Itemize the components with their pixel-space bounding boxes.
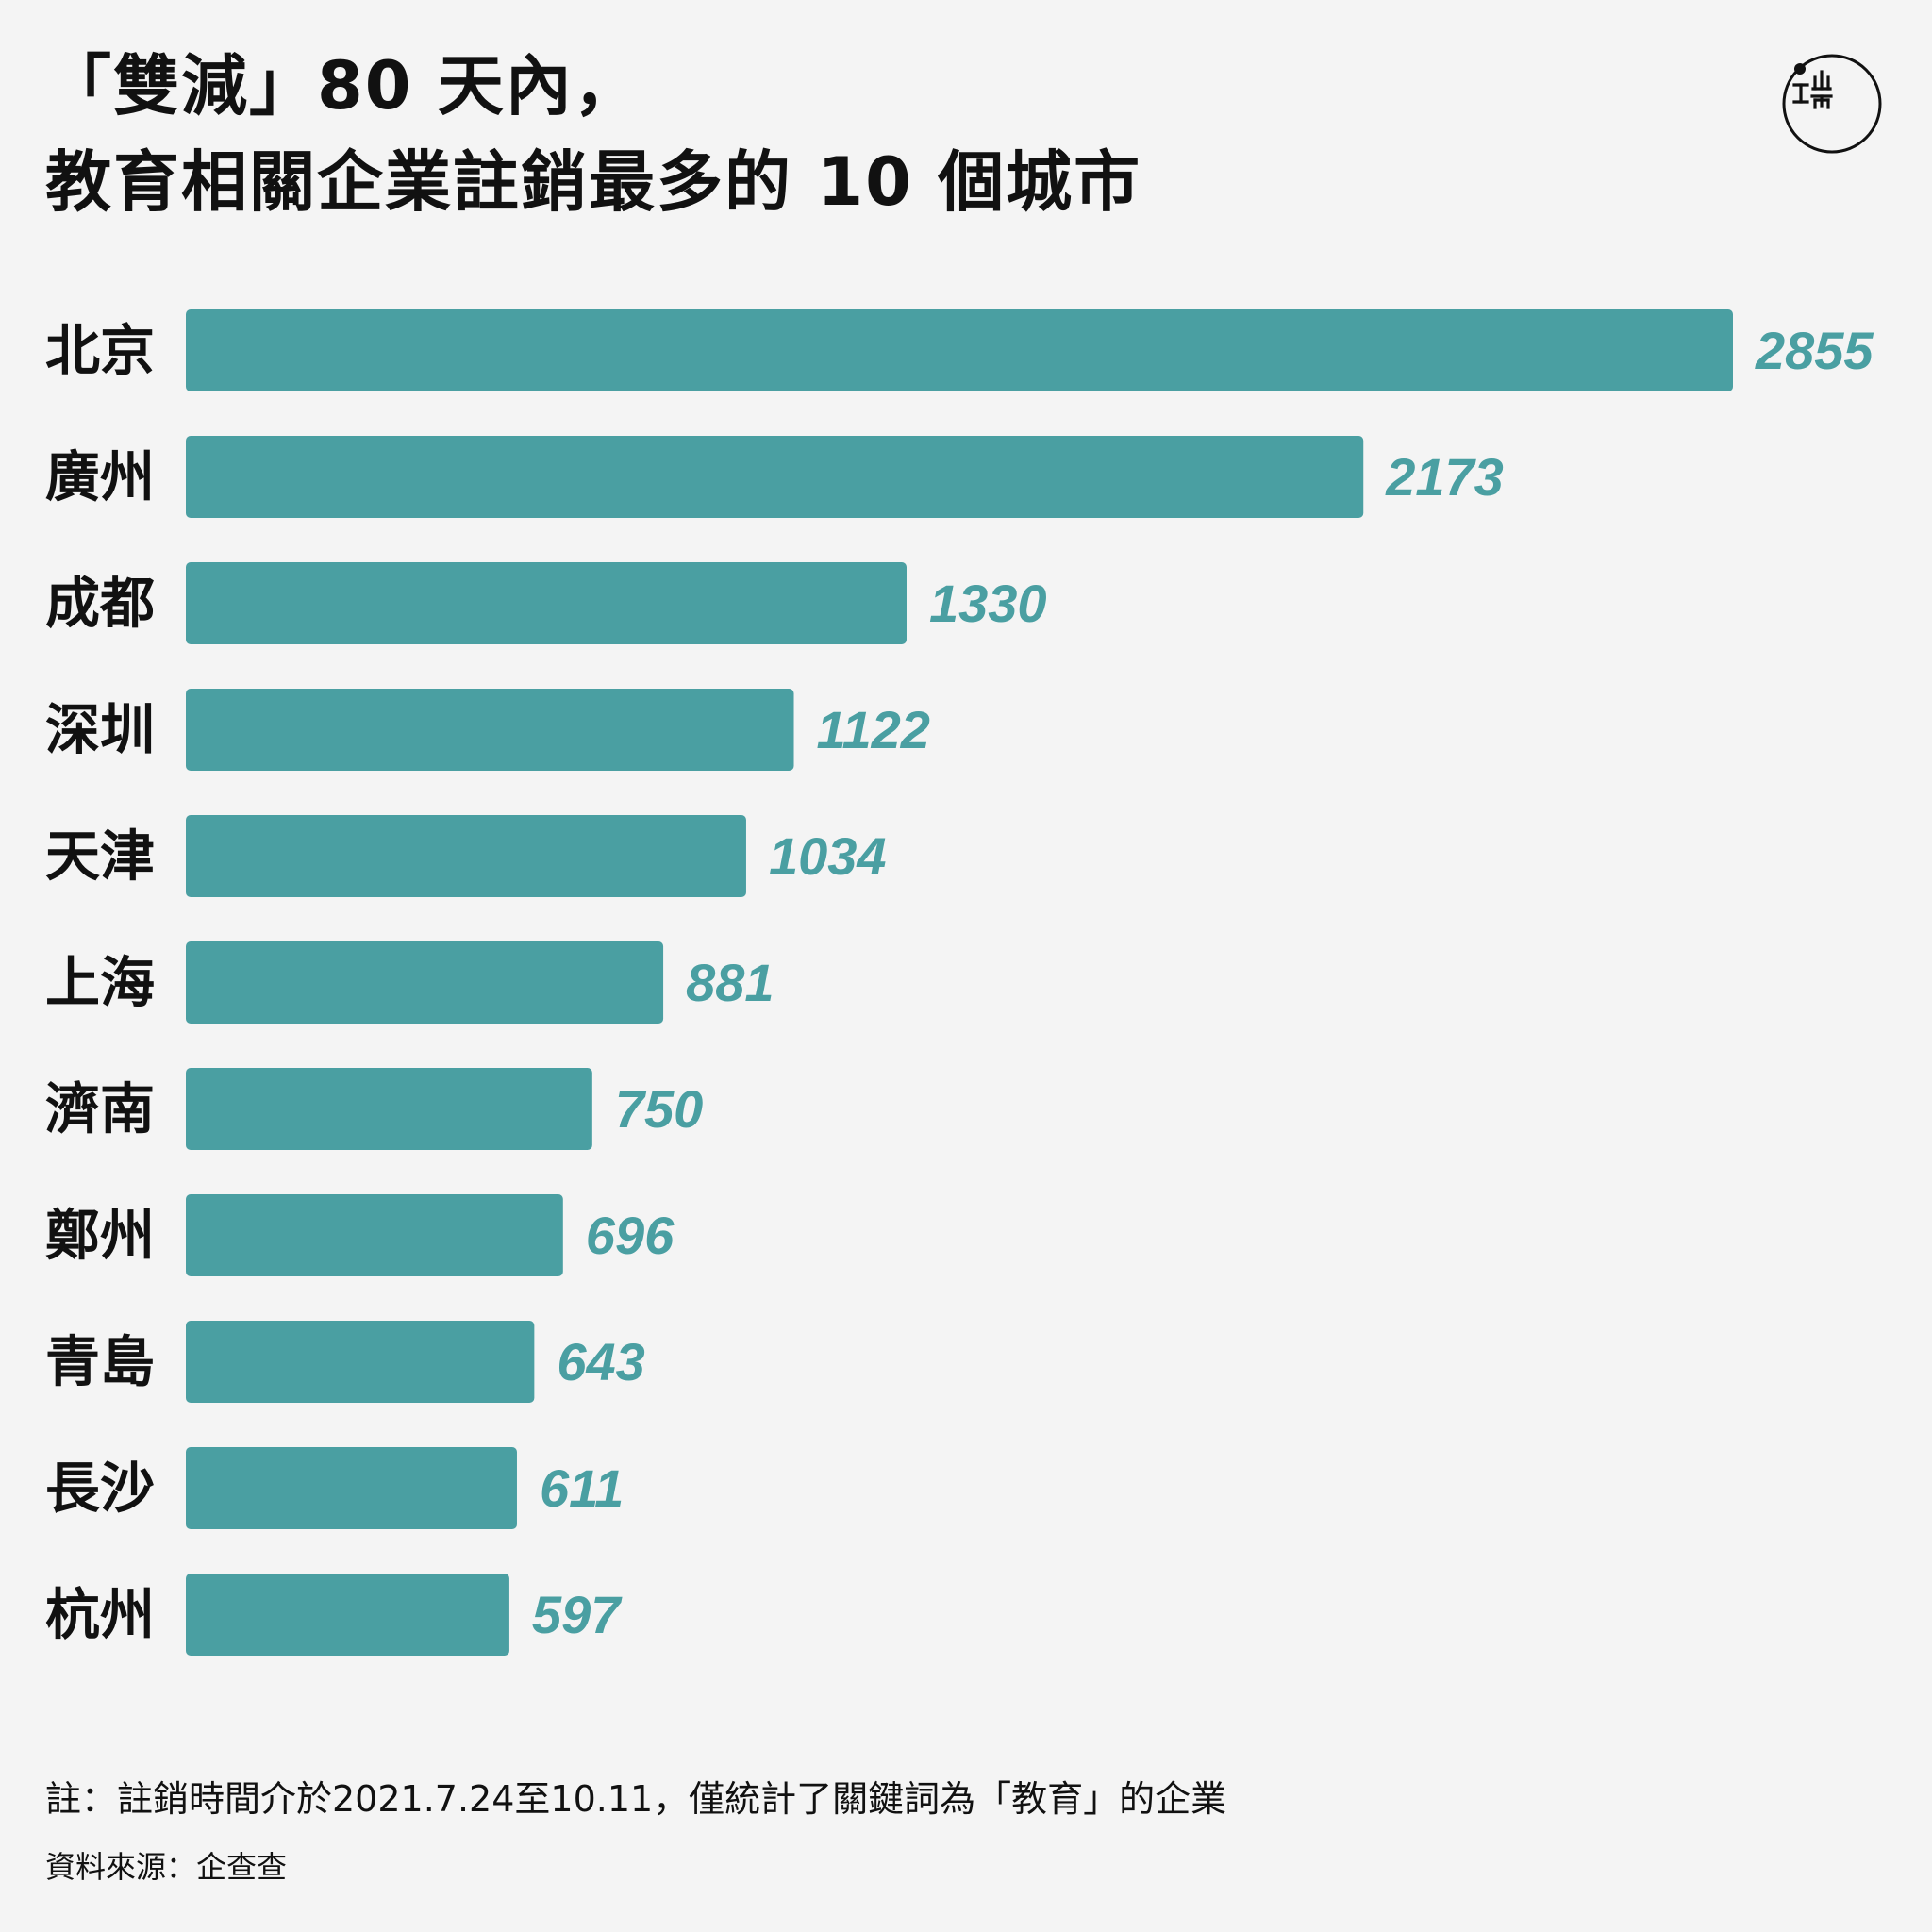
value-label: 1330 — [929, 574, 1047, 633]
bar — [186, 309, 1733, 391]
bar — [186, 689, 794, 771]
category-label: 北京 — [45, 319, 155, 383]
category-label: 青島 — [45, 1330, 155, 1394]
category-label: 廣州 — [45, 445, 155, 509]
category-label: 杭州 — [45, 1583, 155, 1647]
value-label: 597 — [532, 1585, 623, 1644]
value-label: 750 — [615, 1079, 703, 1139]
value-label: 881 — [686, 953, 774, 1012]
initium-logo-icon — [1782, 54, 1882, 154]
value-label: 2173 — [1385, 447, 1504, 507]
category-label: 上海 — [45, 951, 155, 1015]
bar — [186, 1194, 563, 1276]
category-label: 天津 — [45, 824, 155, 889]
category-label: 鄭州 — [45, 1204, 155, 1268]
bar — [186, 1321, 535, 1403]
category-label: 長沙 — [45, 1457, 155, 1521]
bar — [186, 815, 746, 897]
data-source: 資料來源：企查查 — [45, 1849, 288, 1885]
category-label: 成都 — [45, 572, 155, 636]
bar — [186, 1447, 517, 1529]
value-label: 696 — [586, 1206, 675, 1265]
value-label: 643 — [557, 1332, 644, 1391]
bar — [186, 562, 907, 644]
chart-title-line-1: 「雙減」80 天內， — [45, 47, 641, 125]
bar — [186, 941, 664, 1024]
bar — [186, 1068, 592, 1150]
value-label: 611 — [540, 1458, 624, 1518]
bar — [186, 1574, 509, 1656]
category-label: 深圳 — [45, 698, 155, 762]
value-label: 2855 — [1755, 321, 1874, 380]
category-label: 濟南 — [45, 1077, 155, 1141]
chart-title: 「雙減」80 天內， 教育相關企業註銷最多的 10 個城市 — [45, 38, 1141, 230]
value-label: 1122 — [817, 700, 930, 759]
chart-title-line-2: 教育相關企業註銷最多的 10 個城市 — [45, 143, 1142, 221]
value-label: 1034 — [769, 826, 887, 886]
bar-chart: 北京 2855 廣州 2173 成都 1330 深圳 1122 天津 1034 上海 881 濟南 750… — [45, 309, 1874, 1656]
bar — [186, 436, 1364, 518]
footnote: 註：註銷時間介於2021.7.24至10.11，僅統計了關鍵詞為「教育」的企業 — [45, 1778, 1227, 1820]
